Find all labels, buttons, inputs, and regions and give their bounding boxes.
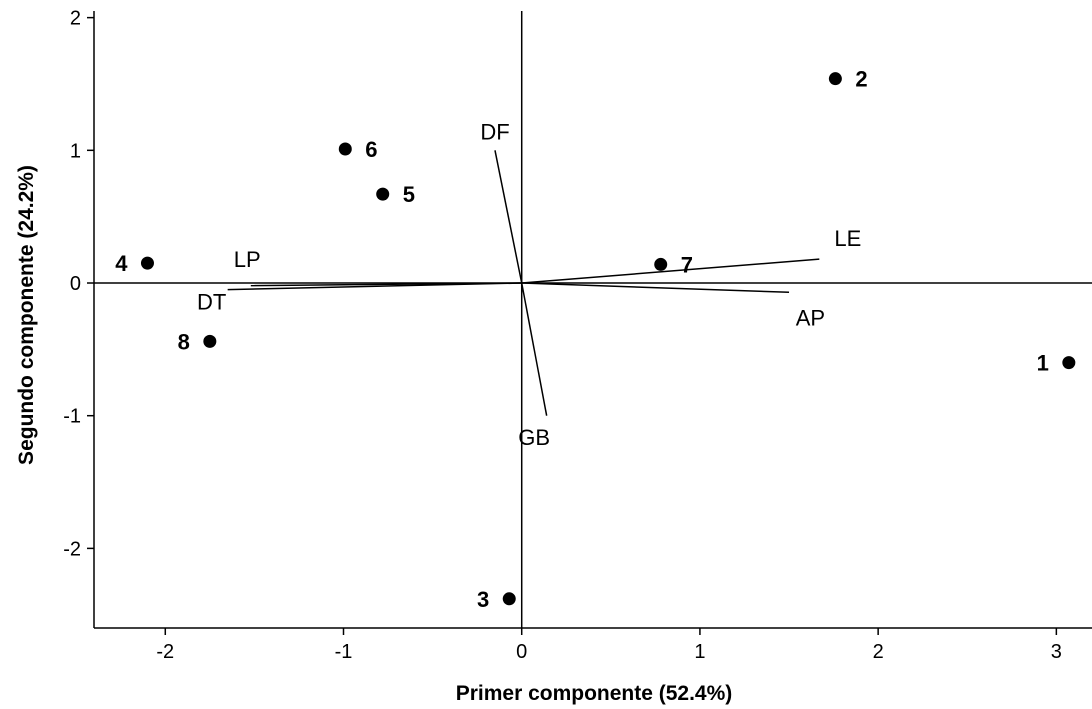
vector-gb <box>520 282 548 416</box>
x-tick-label: 1 <box>694 641 705 663</box>
point-label-8: 8 <box>178 329 190 354</box>
y-axis-title: Segundo componente (24.2%) <box>15 165 38 465</box>
point-4 <box>140 256 154 270</box>
plot-frame <box>93 11 1092 629</box>
point-2 <box>828 72 842 86</box>
vector-df <box>494 150 523 284</box>
vector-dt <box>227 282 522 291</box>
point-label-3: 3 <box>477 587 489 612</box>
y-tick-label: 0 <box>70 273 81 295</box>
point-6 <box>338 142 352 156</box>
point-label-2: 2 <box>855 67 867 92</box>
y-tick-label: -2 <box>63 538 81 560</box>
x-axis-ticks: -2 -1 0 1 2 3 <box>156 628 1062 663</box>
y-tick-label: 2 <box>70 8 81 30</box>
x-tick-label: 0 <box>516 641 527 663</box>
y-tick-label: 1 <box>70 140 81 162</box>
point-5 <box>376 187 390 201</box>
vector-label-df: DF <box>480 120 509 145</box>
vector-label-le: LE <box>834 226 861 251</box>
point-label-1: 1 <box>1037 351 1049 376</box>
vector-label-lp: LP <box>234 247 261 272</box>
score-points: 1 2 3 4 5 6 7 8 <box>115 67 1076 612</box>
point-label-7: 7 <box>681 252 693 277</box>
point-1 <box>1062 356 1076 370</box>
loading-vectors: DF GB LE AP LP DT <box>197 120 861 450</box>
point-label-5: 5 <box>403 182 415 207</box>
y-axis-ticks: -2 -1 0 1 2 <box>63 8 94 560</box>
vector-label-gb: GB <box>518 425 550 450</box>
vector-le <box>521 258 820 284</box>
vector-label-dt: DT <box>197 290 226 315</box>
y-tick-label: -1 <box>63 406 81 428</box>
vector-label-ap: AP <box>796 306 825 331</box>
point-label-4: 4 <box>115 251 128 276</box>
reference-lines <box>94 11 1092 628</box>
point-7 <box>654 257 668 271</box>
vector-ap <box>521 282 790 294</box>
x-tick-label: 3 <box>1051 641 1062 663</box>
x-axis-title: Primer componente (52.4%) <box>456 682 733 705</box>
x-tick-label: -1 <box>335 641 353 663</box>
x-tick-label: -2 <box>156 641 174 663</box>
point-label-6: 6 <box>365 137 377 162</box>
point-8 <box>203 334 217 348</box>
x-tick-label: 2 <box>873 641 884 663</box>
point-3 <box>502 592 516 606</box>
